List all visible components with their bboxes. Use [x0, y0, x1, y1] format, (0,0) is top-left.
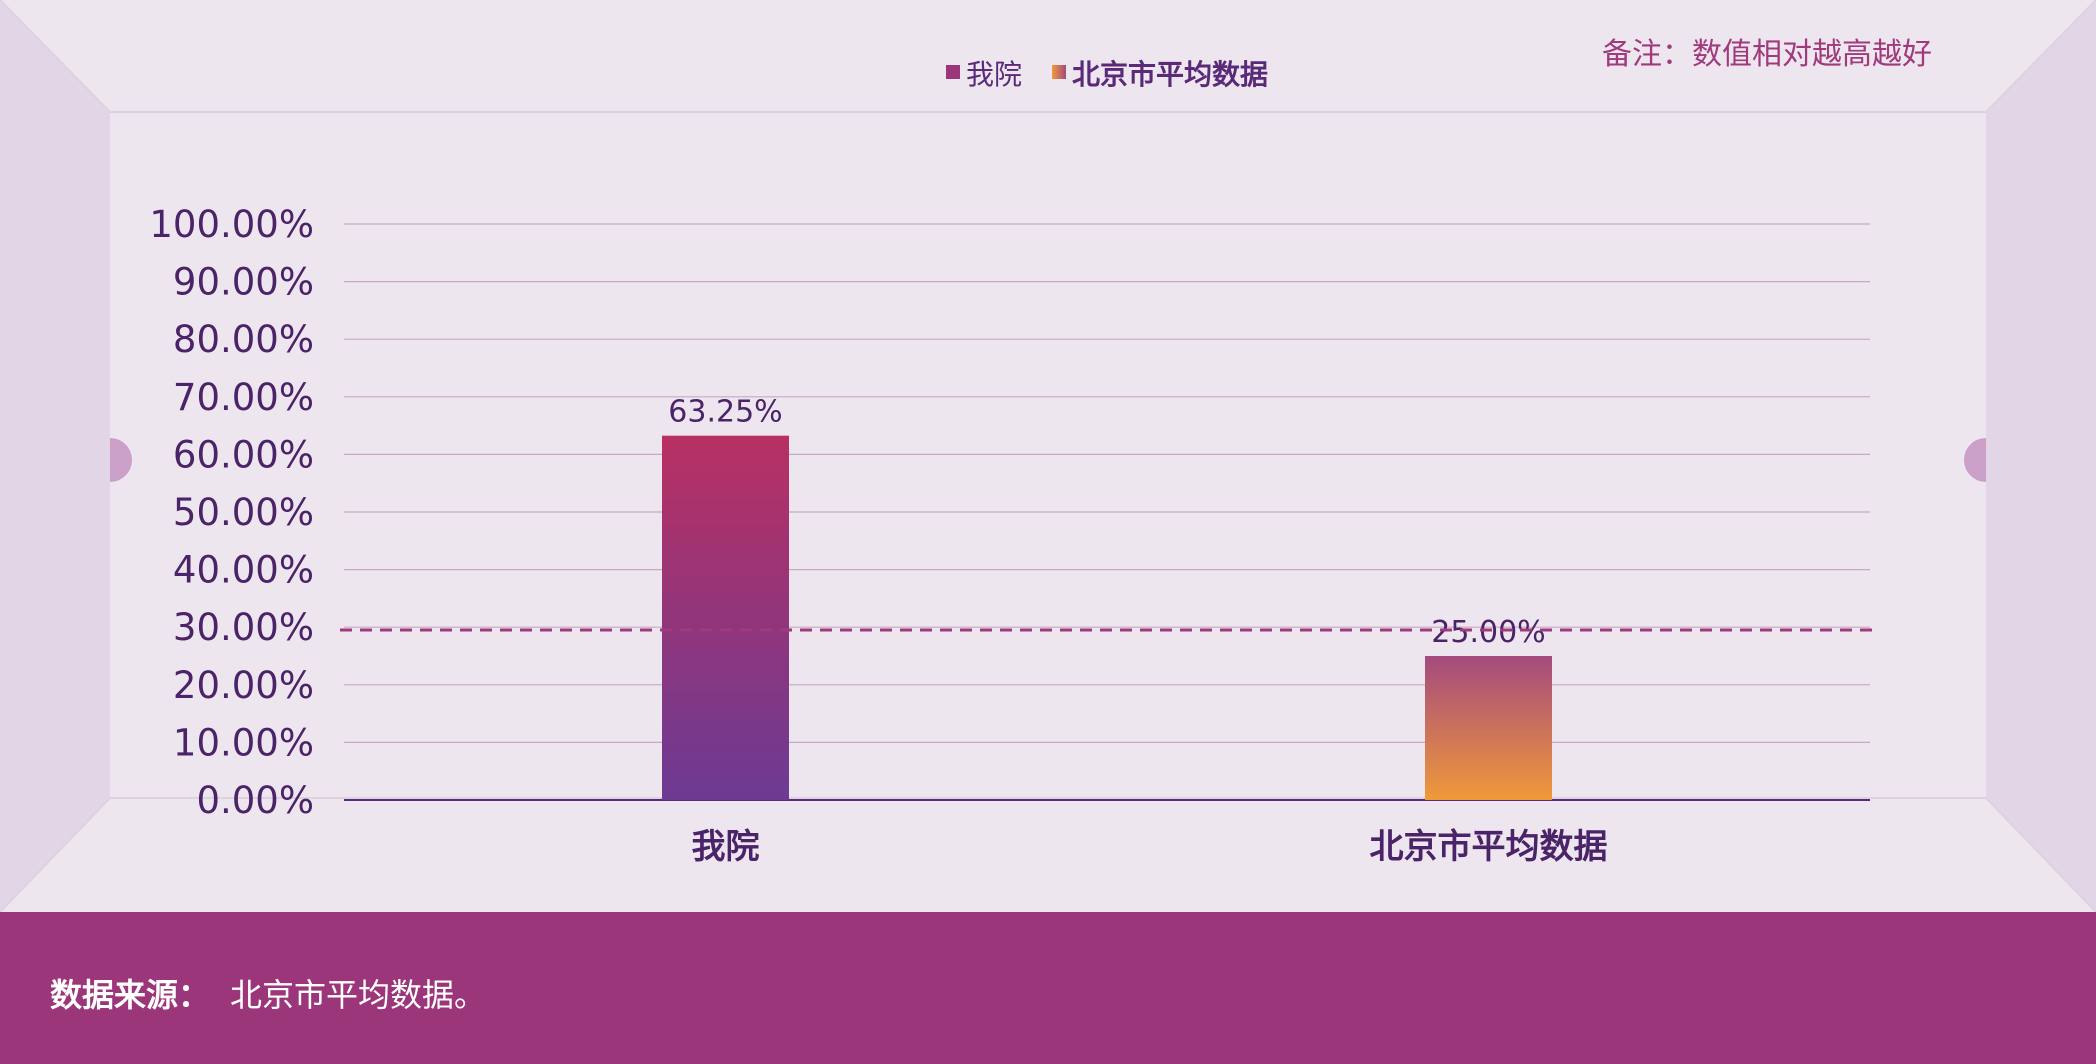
- left-side-panel: [0, 0, 110, 912]
- y-tick-label: 30.00%: [173, 606, 314, 649]
- legend-label-beijing: 北京市平均数据: [1072, 58, 1268, 91]
- legend-swatch-hospital: [946, 65, 960, 79]
- y-tick-label: 100.00%: [149, 203, 314, 246]
- y-tick-label: 60.00%: [173, 433, 314, 476]
- data-source-label: 数据来源：: [50, 976, 211, 1014]
- y-tick-label: 40.00%: [173, 549, 314, 592]
- y-tick-label: 80.00%: [173, 318, 314, 361]
- grid-layer: [344, 223, 1870, 801]
- left-tab-dot: [110, 438, 132, 482]
- y-tick-label: 50.00%: [173, 491, 314, 534]
- y-tick-label: 0.00%: [196, 779, 314, 822]
- x-category-label: 北京市平均数据: [1370, 827, 1608, 867]
- y-tick-label: 90.00%: [173, 261, 314, 304]
- data-label: 25.00%: [1431, 615, 1545, 650]
- frame-edge: [1985, 797, 2096, 913]
- y-tick-label: 10.00%: [173, 721, 314, 764]
- legend-label-hospital: 我院: [966, 58, 1022, 91]
- frame-edge: [1985, 0, 2096, 113]
- bar: [1425, 656, 1552, 800]
- y-tick-labels: 0.00% 10.00% 20.00% 30.00% 40.00% 50.00% 60.00…: [149, 203, 314, 822]
- note-text: 备注：数值相对越高越好: [1602, 37, 1932, 72]
- frame-edge: [0, 0, 111, 113]
- right-tab-dot: [1964, 438, 1986, 482]
- legend-swatch-beijing: [1052, 65, 1066, 79]
- data-source-value: 北京市平均数据。: [230, 976, 487, 1014]
- bar: [662, 435, 789, 800]
- y-tick-label: 70.00%: [173, 376, 314, 419]
- right-side-panel: [1986, 0, 2096, 912]
- footer-bar: [0, 912, 2096, 1064]
- frame-edge: [0, 797, 111, 913]
- y-tick-label: 20.00%: [173, 664, 314, 707]
- data-label: 63.25%: [668, 395, 782, 430]
- bars: 63.25% 我院 25.00% 北京市平均数据: [340, 395, 1874, 867]
- x-category-label: 我院: [692, 827, 760, 867]
